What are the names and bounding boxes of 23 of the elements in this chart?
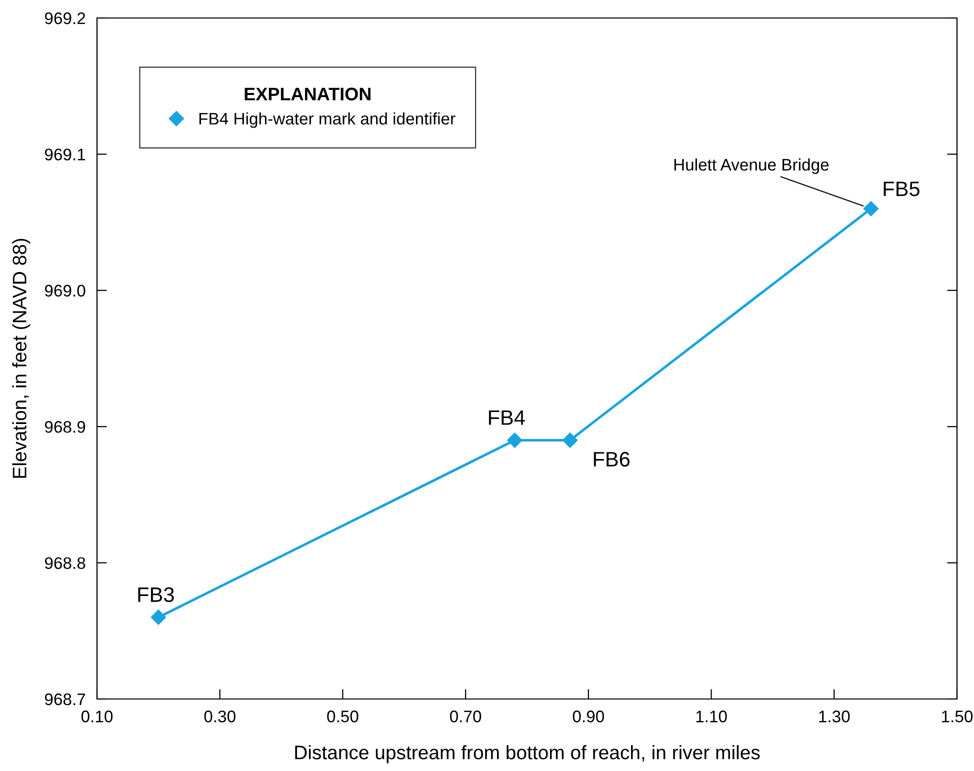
y-axis-title: Elevation, in feet (NAVD 88) [12,238,30,478]
x-axis-title: Distance upstream from bottom of reach, in river miles [295,745,760,764]
data-label: FB3 [138,587,174,602]
x-tick-label: 0.90 [572,710,604,722]
x-tick-label: 1.50 [942,710,973,722]
data-label: FB6 [594,452,630,467]
y-tick-label: 968.9 [44,421,86,433]
legend-label: FB4 High-water mark and identifier [199,112,456,128]
x-tick-label: 0.50 [327,710,358,722]
x-tick-label: 1.10 [696,710,727,722]
y-tick-label: 968.8 [44,557,86,570]
annotation: Hulett Avenue Bridge [674,158,829,174]
data-label: FB5 [884,182,920,196]
data-label: FB4 [488,410,525,425]
y-tick-label: 969.1 [44,148,86,160]
x-tick-label: 0.30 [204,710,236,722]
x-tick-label: 0.70 [450,710,482,722]
y-tick-label: 969.0 [44,284,86,297]
x-tick-label: 1.30 [819,710,850,722]
legend-title: EXPLANATION [244,88,370,100]
y-tick-label: 968.7 [44,693,86,706]
x-tick-label: 0.10 [81,710,113,722]
y-tick-label: 969.2 [44,12,86,24]
